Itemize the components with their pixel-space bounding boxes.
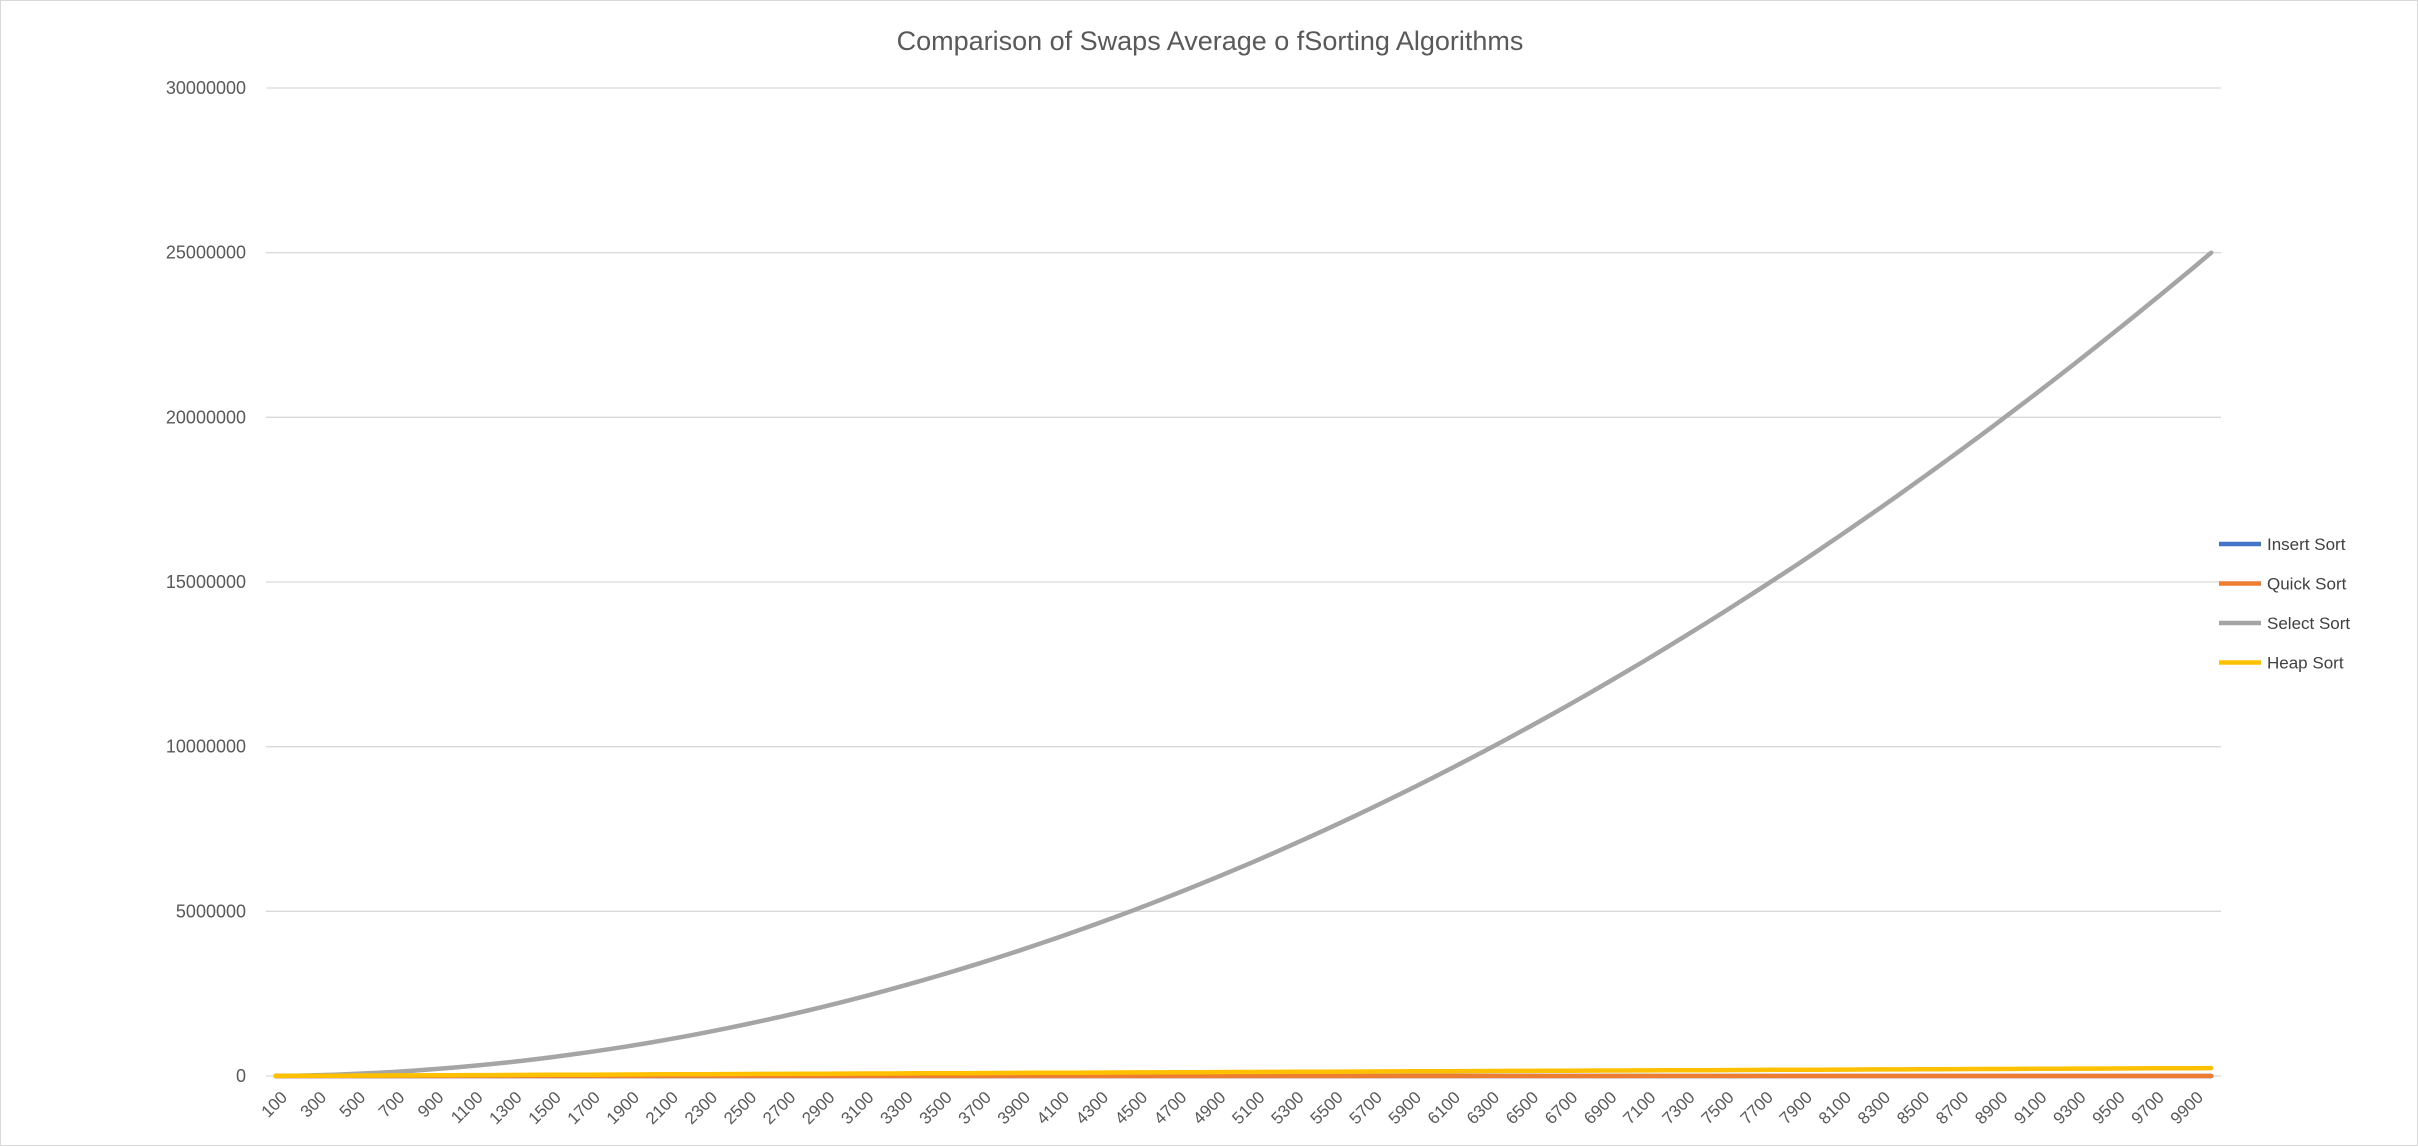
x-tick-label: 7900: [1776, 1088, 1816, 1128]
x-tick-label: 9100: [2010, 1088, 2050, 1128]
x-tick-label: 4100: [1033, 1088, 1073, 1128]
x-tick-label: 2300: [681, 1088, 721, 1128]
x-tick-label: 3900: [994, 1088, 1034, 1128]
x-tick-label: 4700: [1150, 1088, 1190, 1128]
x-tick-label: 8500: [1893, 1088, 1933, 1128]
x-tick-label: 4900: [1189, 1088, 1229, 1128]
x-tick-label: 3300: [877, 1088, 917, 1128]
x-tick-label: 6700: [1541, 1088, 1581, 1128]
y-tick-label: 10000000: [166, 737, 246, 757]
x-tick-label: 3700: [955, 1088, 995, 1128]
y-tick-label: 15000000: [166, 572, 246, 592]
x-tick-label: 2900: [798, 1088, 838, 1128]
y-tick-label: 0: [236, 1066, 246, 1086]
x-tick-label: 4300: [1072, 1088, 1112, 1128]
x-tick-label: 6900: [1580, 1088, 1620, 1128]
x-tick-label: 7700: [1737, 1088, 1777, 1128]
x-tick-label: 6500: [1502, 1088, 1542, 1128]
legend-label: Insert Sort: [2267, 535, 2346, 554]
x-tick-label: 2500: [720, 1088, 760, 1128]
y-axis-tick-labels: 0 5000000 10000000 15000000 20000000 25000000…: [166, 78, 246, 1086]
x-tick-label: 100: [258, 1088, 291, 1121]
x-tick-label: 1300: [486, 1088, 526, 1128]
x-tick-label: 7300: [1659, 1088, 1699, 1128]
x-tick-label: 9700: [2128, 1088, 2168, 1128]
y-tick-label: 20000000: [166, 407, 246, 427]
x-tick-label: 5300: [1268, 1088, 1308, 1128]
x-tick-label: 7500: [1698, 1088, 1738, 1128]
x-tick-label: 3500: [916, 1088, 956, 1128]
x-tick-label: 8300: [1854, 1088, 1894, 1128]
x-tick-label: 9300: [2050, 1088, 2090, 1128]
x-tick-label: 9500: [2089, 1088, 2129, 1128]
legend-label: Heap Sort: [2267, 654, 2344, 673]
x-tick-label: 700: [375, 1088, 408, 1121]
x-tick-label: 1100: [447, 1088, 486, 1127]
x-tick-label: 8100: [1815, 1088, 1855, 1128]
x-tick-label: 5500: [1307, 1088, 1347, 1128]
legend-label: Quick Sort: [2267, 575, 2347, 594]
y-tick-label: 5000000: [176, 901, 246, 921]
series-line-select-sort: [273, 250, 2214, 1079]
y-tick-label: 30000000: [166, 78, 246, 98]
x-tick-label: 8700: [1932, 1088, 1972, 1128]
x-tick-label: 6300: [1463, 1088, 1503, 1128]
x-tick-label: 9900: [2167, 1088, 2207, 1128]
x-tick-label: 5900: [1385, 1088, 1425, 1128]
x-tick-label: 5100: [1228, 1088, 1268, 1128]
gridlines: [266, 87, 2221, 1077]
x-tick-label: 300: [297, 1088, 330, 1121]
x-tick-label: 5700: [1346, 1088, 1386, 1128]
x-tick-label: 1500: [525, 1088, 565, 1128]
x-tick-label: 3100: [837, 1088, 877, 1128]
x-tick-label: 8900: [1971, 1088, 2011, 1128]
x-axis-tick-labels: 100 300 500 700 900 1100130015001700190021002…: [258, 1088, 2207, 1128]
x-tick-label: 2100: [642, 1088, 682, 1128]
x-tick-label: 500: [336, 1088, 369, 1121]
x-tick-label: 1700: [564, 1088, 604, 1128]
x-tick-label: 900: [414, 1088, 447, 1121]
legend: Insert Sort Quick Sort Select Sort Heap Sor…: [2219, 535, 2350, 673]
x-tick-label: 7100: [1619, 1088, 1659, 1128]
x-tick-label: 1900: [603, 1088, 643, 1128]
series-lines: [273, 250, 2214, 1079]
y-tick-label: 25000000: [166, 243, 246, 263]
x-tick-label: 4500: [1111, 1088, 1151, 1128]
legend-label: Select Sort: [2267, 614, 2350, 633]
series-line-heap-sort: [273, 1065, 2214, 1079]
x-tick-label: 6100: [1424, 1088, 1464, 1128]
x-tick-label: 2700: [759, 1088, 799, 1128]
chart-title: Comparison of Swaps Average o fSorting A…: [897, 26, 1524, 56]
